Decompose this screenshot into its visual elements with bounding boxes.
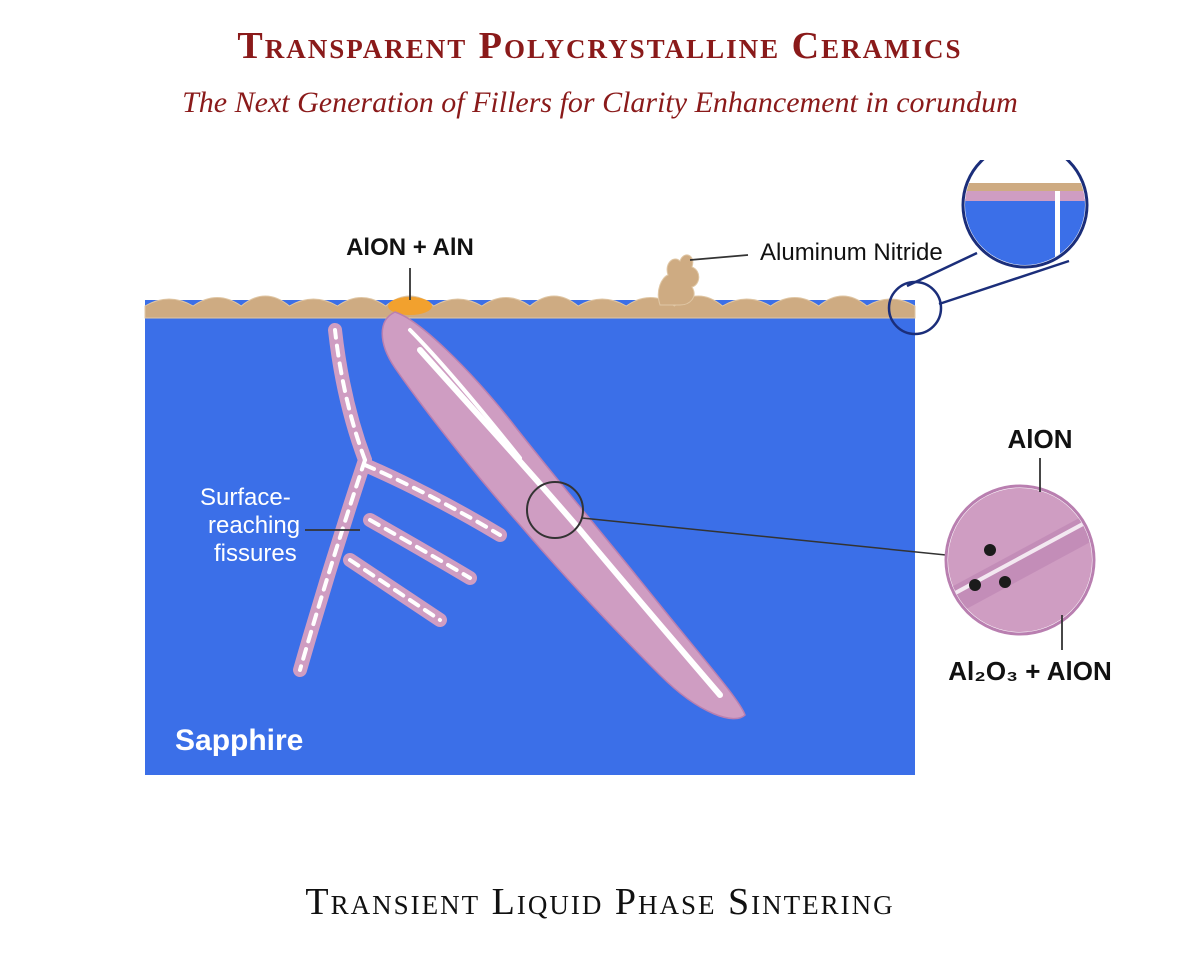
surface-crust	[145, 296, 915, 318]
label-alon-side: AlON	[1008, 424, 1073, 454]
label-aluminum-nitride: Aluminum Nitride	[760, 239, 943, 266]
inset-dot-1	[999, 576, 1011, 588]
inset-dot-2	[969, 579, 981, 591]
label-al2o3-alon: Al₂O₃ + AlON	[948, 656, 1111, 686]
inset-dot-0	[984, 544, 996, 556]
label-alon-aln: AlON + AlN	[346, 234, 474, 261]
leader-al-nitride	[690, 255, 748, 260]
sintering-diagram: AlON + AlN Aluminum Nitride Surface-reachi…	[0, 160, 1200, 860]
label-fissures-2: reaching	[208, 512, 300, 539]
diagram-container: Transparent Polycrystalline Ceramics The…	[0, 0, 1200, 960]
diagram-svg-wrap: AlON + AlN Aluminum Nitride Surface-reachi…	[0, 160, 1200, 860]
subtitle: The Next Generation of Fillers for Clari…	[0, 86, 1200, 120]
label-fissures-1: Surface-	[200, 484, 291, 511]
top-inset-connector2	[939, 261, 1069, 304]
main-title: Transparent Polycrystalline Ceramics	[0, 24, 1200, 68]
label-fissures-3: fissures	[214, 540, 297, 567]
nitride-protrusion	[658, 255, 698, 305]
label-sapphire: Sapphire	[175, 724, 303, 757]
top-inset-content	[963, 160, 1087, 273]
bottom-title: Transient Liquid Phase Sintering	[0, 880, 1200, 924]
